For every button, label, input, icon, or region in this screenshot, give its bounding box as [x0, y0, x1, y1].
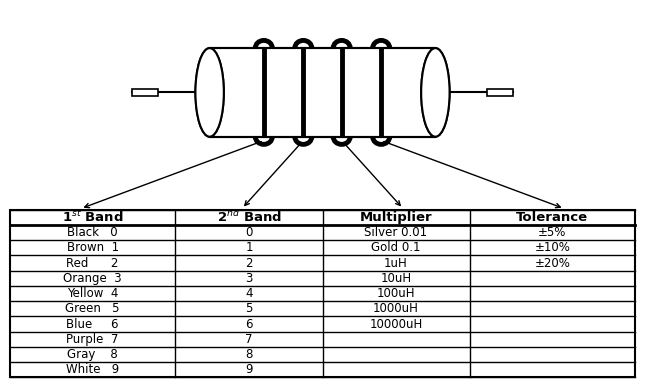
Text: 8: 8	[245, 348, 253, 361]
Text: Gold 0.1: Gold 0.1	[372, 241, 421, 254]
Text: 10000uH: 10000uH	[370, 318, 422, 330]
Text: 10uH: 10uH	[381, 272, 412, 285]
Text: Green   5: Green 5	[65, 302, 120, 315]
Text: 100uH: 100uH	[377, 287, 415, 300]
Text: 2$^{nd}$ Band: 2$^{nd}$ Band	[217, 209, 281, 225]
Text: Gray    8: Gray 8	[67, 348, 118, 361]
Ellipse shape	[421, 48, 450, 137]
Text: Brown  1: Brown 1	[66, 241, 119, 254]
Text: 1$^{st}$ Band: 1$^{st}$ Band	[62, 210, 123, 225]
Text: Tolerance: Tolerance	[517, 211, 588, 224]
Ellipse shape	[195, 48, 224, 137]
Text: Orange  3: Orange 3	[63, 272, 122, 285]
Text: 0: 0	[245, 226, 253, 239]
Text: ±20%: ±20%	[535, 257, 570, 270]
Text: 4: 4	[245, 287, 253, 300]
Text: 2: 2	[245, 257, 253, 270]
Ellipse shape	[421, 48, 450, 137]
Text: Red      2: Red 2	[66, 257, 119, 270]
Text: Silver 0.01: Silver 0.01	[364, 226, 428, 239]
Text: 3: 3	[245, 272, 253, 285]
Text: ±10%: ±10%	[535, 241, 570, 254]
Ellipse shape	[195, 48, 224, 137]
Text: Multiplier: Multiplier	[360, 211, 432, 224]
Text: 7: 7	[245, 333, 253, 346]
Bar	[10, 210, 635, 377]
Bar	[132, 89, 158, 96]
Text: 1uH: 1uH	[384, 257, 408, 270]
Bar	[487, 89, 513, 96]
Bar	[210, 48, 435, 137]
Text: 9: 9	[245, 363, 253, 376]
Text: Black   0: Black 0	[67, 226, 118, 239]
Text: Purple  7: Purple 7	[66, 333, 119, 346]
Text: White   9: White 9	[66, 363, 119, 376]
Text: Yellow  4: Yellow 4	[67, 287, 118, 300]
Text: 1: 1	[245, 241, 253, 254]
Text: 5: 5	[245, 302, 253, 315]
Text: 6: 6	[245, 318, 253, 330]
Text: Blue     6: Blue 6	[66, 318, 119, 330]
Text: 1000uH: 1000uH	[373, 302, 419, 315]
Text: ±5%: ±5%	[538, 226, 566, 239]
